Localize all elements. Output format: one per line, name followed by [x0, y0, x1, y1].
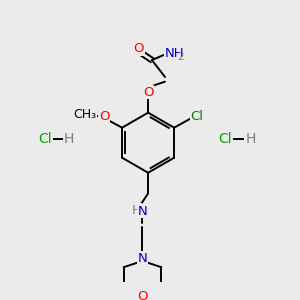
Text: O: O — [143, 85, 153, 98]
Text: Cl: Cl — [38, 132, 52, 146]
Text: 2: 2 — [178, 52, 184, 62]
Text: NH: NH — [165, 47, 184, 60]
Text: H: H — [132, 204, 142, 217]
Text: O: O — [137, 290, 148, 300]
Text: H: H — [64, 132, 74, 146]
Text: O: O — [134, 42, 144, 55]
Text: O: O — [99, 110, 110, 123]
Text: Cl: Cl — [218, 132, 232, 146]
Text: CH₃: CH₃ — [73, 108, 96, 121]
Text: H: H — [245, 132, 256, 146]
Text: Cl: Cl — [190, 110, 203, 123]
Text: N: N — [138, 252, 147, 265]
Text: N: N — [138, 205, 147, 218]
